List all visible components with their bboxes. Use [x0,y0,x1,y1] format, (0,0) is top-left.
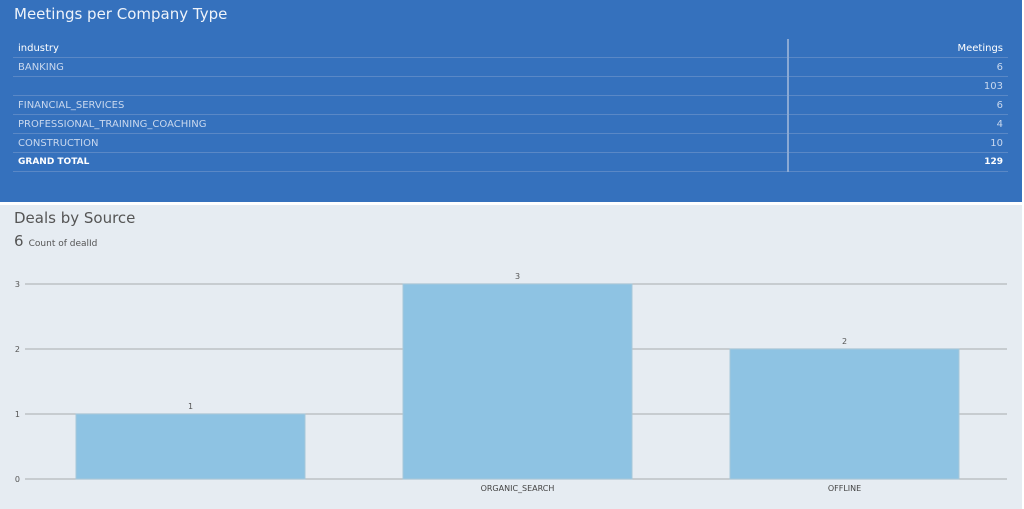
grand-total-row: GRAND TOTAL 129 [13,152,1008,172]
y-tick-label: 0 [15,475,20,484]
x-tick-label: OFFLINE [828,484,861,493]
meetings-cell: 6 [787,95,1008,115]
industry-cell: CONSTRUCTION [13,133,789,153]
y-tick-label: 2 [15,345,20,354]
industry-cell: FINANCIAL_SERVICES [13,95,789,115]
deals-panel: Deals by Source 6 Count of dealId 0 1 2 3 1 3… [0,205,1022,509]
kpi-label: Count of dealId [28,239,98,249]
meetings-cell: 4 [787,114,1008,134]
meetings-cell: 103 [787,76,1008,96]
deals-bar-chart: 0 1 2 3 1 3 ORGANIC_SEARCH 2 OFFLINE [15,272,1007,493]
bar [729,348,960,480]
y-tick-label: 1 [15,410,20,419]
column-header-meetings[interactable]: Meetings [787,39,1008,58]
column-header-industry[interactable]: industry [13,39,789,58]
meetings-title: Meetings per Company Type [14,5,228,23]
data-label: 1 [188,402,193,411]
meetings-cell: 6 [787,57,1008,77]
table-row[interactable]: BANKING 6 [13,57,1008,77]
table-header: industry Meetings [13,39,1008,58]
data-label: 3 [515,272,520,281]
table-row[interactable]: PROFESSIONAL_TRAINING_COACHING 4 [13,114,1008,134]
table-row[interactable]: CONSTRUCTION 10 [13,133,1008,153]
meetings-table: industry Meetings BANKING 6 103 FINANCIAL_S… [13,39,1008,172]
meetings-panel: Meetings per Company Type industry Meeti… [0,0,1022,202]
kpi-value: 6 [14,232,24,250]
deals-title: Deals by Source [14,209,136,227]
kpi: 6 Count of dealId [14,231,97,250]
data-label: 2 [842,337,847,346]
bar [75,413,306,480]
x-tick-label: ORGANIC_SEARCH [481,484,555,493]
grand-total-value: 129 [787,152,1008,172]
grand-total-label: GRAND TOTAL [13,152,789,172]
industry-cell [13,76,789,96]
industry-cell: PROFESSIONAL_TRAINING_COACHING [13,114,789,134]
industry-cell: BANKING [13,57,789,77]
bar [402,283,633,480]
y-tick-label: 3 [15,280,20,289]
table-row[interactable]: 103 [13,76,1008,96]
table-row[interactable]: FINANCIAL_SERVICES 6 [13,95,1008,115]
meetings-cell: 10 [787,133,1008,153]
